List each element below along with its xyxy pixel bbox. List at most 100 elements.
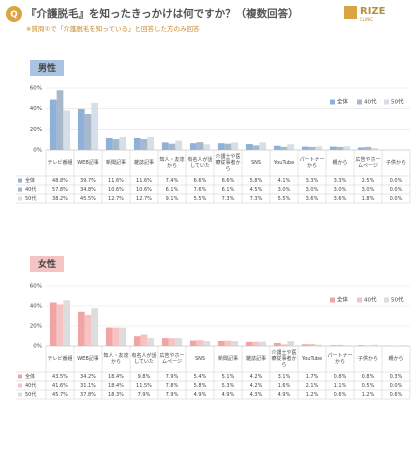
row-label: 40代 xyxy=(25,382,36,389)
row-label: 全体 xyxy=(25,177,35,184)
table-cell-box: 38.2% xyxy=(46,194,74,203)
category-label-box: 親から xyxy=(382,346,410,372)
bar xyxy=(91,308,98,346)
legend-label: 50代 xyxy=(391,98,404,106)
legend-swatch xyxy=(357,100,362,105)
bar xyxy=(106,138,113,150)
table-cell-box: 0.0% xyxy=(382,176,410,185)
category-label-box: YouTube xyxy=(298,346,326,372)
bar xyxy=(57,304,64,346)
bar xyxy=(175,338,182,346)
table-cell: 4.9% xyxy=(270,390,298,399)
table-cell: 4.9% xyxy=(186,390,214,399)
table-cell: 37.8% xyxy=(74,390,102,399)
table-cell: 7.9% xyxy=(158,390,186,399)
category-label: 雑誌記事 xyxy=(130,150,158,176)
table-cell: 3.0% xyxy=(270,185,298,194)
category-label: 介護士や医療従事者から xyxy=(270,346,298,372)
category-label: 広告やホームページ xyxy=(158,346,186,372)
bar xyxy=(50,100,57,150)
category-label: 新聞記事 xyxy=(214,346,242,372)
table-cell: 4.1% xyxy=(270,176,298,185)
category-label: テレビ番組 xyxy=(46,346,74,372)
table-cell: 1.1% xyxy=(326,381,354,390)
table-cell: 6.1% xyxy=(158,185,186,194)
table-cell-box: 5.5% xyxy=(270,194,298,203)
table-cell-box: 7.9% xyxy=(158,390,186,399)
category-label: WEB記事 xyxy=(74,346,102,372)
y-tick-label: 40% xyxy=(30,106,42,112)
table-cell-box: 10.6% xyxy=(130,185,158,194)
bar xyxy=(106,328,113,346)
legend-swatch xyxy=(330,298,335,303)
table-cell: 2.1% xyxy=(298,381,326,390)
table-cell: 11.6% xyxy=(130,176,158,185)
table-cell-box: 0.0% xyxy=(382,381,410,390)
row-label: 全体 xyxy=(25,373,35,380)
table-cell: 31.1% xyxy=(74,381,102,390)
category-label-box: WEB記事 xyxy=(74,150,102,176)
bar xyxy=(147,338,154,346)
table-cell-box: 12.7% xyxy=(130,194,158,203)
table-cell: 3.3% xyxy=(326,176,354,185)
bar xyxy=(119,328,126,346)
table-cell: 34.2% xyxy=(74,372,102,381)
bar xyxy=(162,338,169,346)
table-cell-box: 4.9% xyxy=(186,390,214,399)
q-icon: Q xyxy=(10,10,18,20)
bar xyxy=(169,338,176,346)
table-cell: 7.9% xyxy=(130,390,158,399)
table-cell: 18.4% xyxy=(102,372,130,381)
table-cell: 5.8% xyxy=(186,381,214,390)
table-cell: 12.7% xyxy=(102,194,130,203)
table-cell: 7.3% xyxy=(214,194,242,203)
table-cell: 4.9% xyxy=(214,390,242,399)
table-cell: 11.5% xyxy=(130,381,158,390)
bar xyxy=(63,111,70,150)
category-label-box: 広告やホームページ xyxy=(158,346,186,372)
table-cell: 9.8% xyxy=(130,372,158,381)
table-cell: 57.8% xyxy=(46,185,74,194)
table-cell: 9.1% xyxy=(158,194,186,203)
table-cell: 5.3% xyxy=(214,381,242,390)
bar xyxy=(119,137,126,150)
table-cell-box: 6.1% xyxy=(214,185,242,194)
table-cell-box: 1.6% xyxy=(270,381,298,390)
row-swatch xyxy=(18,393,22,397)
table-cell: 0.8% xyxy=(354,372,382,381)
table-cell-box: 7.9% xyxy=(158,372,186,381)
table-cell: 34.8% xyxy=(74,185,102,194)
category-label-box: パートナーから xyxy=(298,150,326,176)
row-swatch xyxy=(18,384,22,388)
table-cell-box: 4.9% xyxy=(270,390,298,399)
y-tick-label: 0% xyxy=(33,148,42,154)
table-cell-box: 0.8% xyxy=(354,372,382,381)
category-label-box: 有名人が話していた xyxy=(130,346,158,372)
table-cell: 1.7% xyxy=(298,372,326,381)
bar xyxy=(141,335,148,347)
row-swatch xyxy=(18,375,22,379)
table-cell: 7.4% xyxy=(158,176,186,185)
table-cell: 0.5% xyxy=(354,381,382,390)
table-cell-box: 18.4% xyxy=(102,372,130,381)
bar xyxy=(63,300,70,346)
table-cell: 48.8% xyxy=(46,176,74,185)
y-tick-label: 40% xyxy=(30,304,42,310)
table-cell-box: 18.4% xyxy=(102,381,130,390)
bar xyxy=(57,90,64,150)
category-label: 新聞記事 xyxy=(102,150,130,176)
table-cell-box: 1.2% xyxy=(354,390,382,399)
table-cell: 10.6% xyxy=(102,185,130,194)
table-cell-box: 3.3% xyxy=(298,176,326,185)
table-cell: 3.0% xyxy=(326,185,354,194)
table-cell-box: 3.6% xyxy=(298,194,326,203)
category-label-box: 雑誌記事 xyxy=(242,346,270,372)
bar xyxy=(50,303,57,347)
bar xyxy=(197,142,204,150)
table-cell-box: 1.1% xyxy=(326,381,354,390)
category-label: 知人・友達から xyxy=(102,346,130,372)
table-cell-box: 34.2% xyxy=(74,372,102,381)
category-label-box: WEB記事 xyxy=(74,346,102,372)
table-cell-box: 3.1% xyxy=(270,372,298,381)
